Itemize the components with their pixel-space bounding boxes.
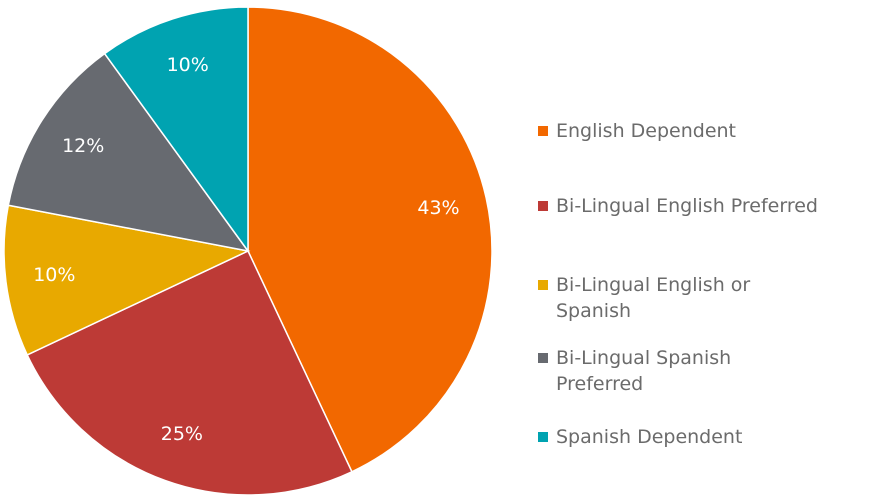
slice-label: 10%	[33, 264, 75, 286]
legend-item: Spanish Dependent	[538, 424, 742, 450]
legend-label: Bi-Lingual Spanish Preferred	[556, 347, 732, 395]
pie-slice	[26, 250, 353, 495]
legend-item: Bi-Lingual English or Spanish	[538, 272, 793, 324]
slice-label: 12%	[62, 135, 104, 157]
legend-item: Bi-Lingual Spanish Preferred	[538, 345, 793, 397]
legend-swatch	[538, 126, 548, 136]
pie-slice	[103, 6, 249, 254]
pie-slice	[3, 204, 251, 356]
legend-item: English Dependent	[538, 118, 736, 144]
legend-swatch	[538, 280, 548, 290]
slice-label: 43%	[417, 197, 459, 219]
legend-label: Spanish Dependent	[556, 426, 743, 448]
legend-label: Bi-Lingual English or Spanish	[556, 274, 751, 322]
pie-chart: 43% 25% 10% 12% 10%	[3, 6, 493, 495]
slice-label: 25%	[161, 423, 203, 445]
legend-swatch	[538, 353, 548, 363]
legend-label: Bi-Lingual English Preferred	[556, 195, 818, 217]
pie-slice	[247, 6, 493, 473]
pie-slice	[7, 52, 250, 253]
legend-label: English Dependent	[556, 120, 736, 142]
legend-swatch	[538, 432, 548, 442]
slice-label: 10%	[167, 54, 209, 76]
legend-item: Bi-Lingual English Preferred	[538, 193, 818, 219]
legend-swatch	[538, 201, 548, 211]
